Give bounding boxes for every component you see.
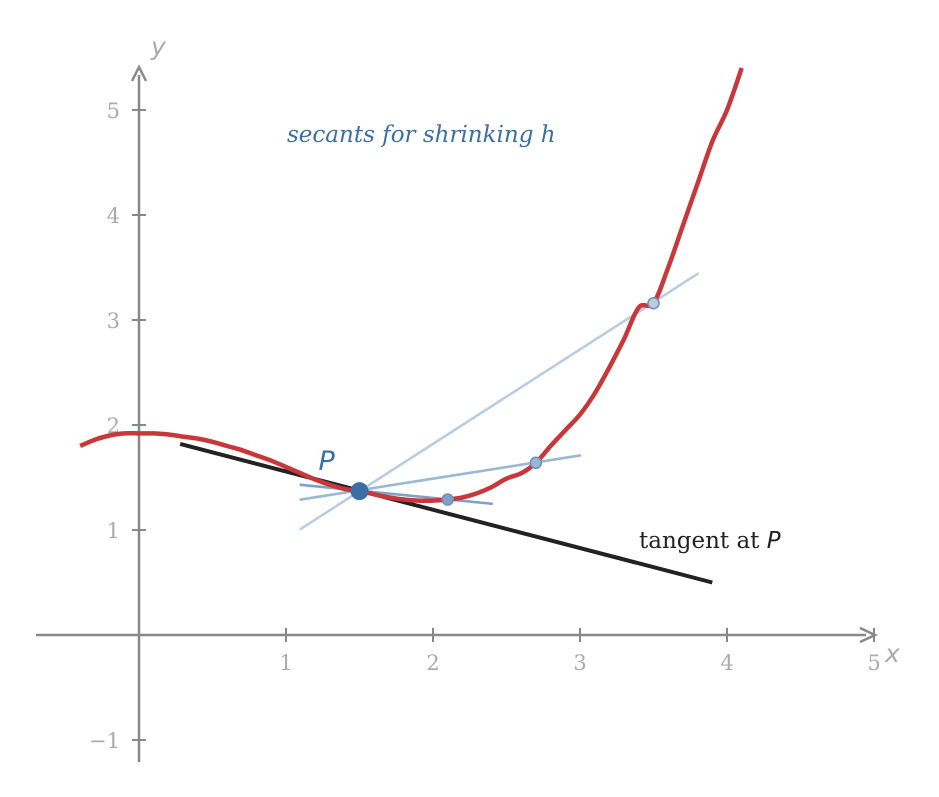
function-curve-group (79, 67, 744, 503)
x-tick-label: 3 (573, 651, 586, 675)
y-tick-label: 3 (107, 309, 120, 333)
y-tick-label: 4 (107, 204, 120, 228)
tangent-line-group (179, 441, 713, 585)
point-p-label: P (319, 446, 336, 477)
x-tick-label: 5 (867, 651, 880, 675)
tangent-label: tangent at P (639, 528, 781, 554)
x-tick-label: 1 (279, 651, 292, 675)
tangent-line (179, 441, 713, 585)
function-curve (79, 67, 744, 503)
y-tick-label: 1 (107, 519, 120, 543)
secant-point (529, 456, 543, 470)
x-tick-label: 2 (426, 651, 439, 675)
y-tick-label: 5 (107, 99, 120, 123)
secant-point (441, 493, 454, 506)
tangent-label-var: P (767, 528, 781, 554)
points-group (350, 296, 660, 506)
x-axis-label: x (884, 639, 900, 668)
tangent-label-text: tangent at (639, 528, 767, 554)
point-p-marker (350, 482, 369, 501)
y-axis-label: y (150, 32, 167, 61)
y-axis-arrow-icon (130, 64, 148, 82)
y-tick-label: −1 (89, 729, 120, 753)
secants-annotation: secants for shrinking h (287, 122, 556, 148)
x-tick-label: 4 (720, 651, 733, 675)
secant-point (647, 296, 660, 310)
